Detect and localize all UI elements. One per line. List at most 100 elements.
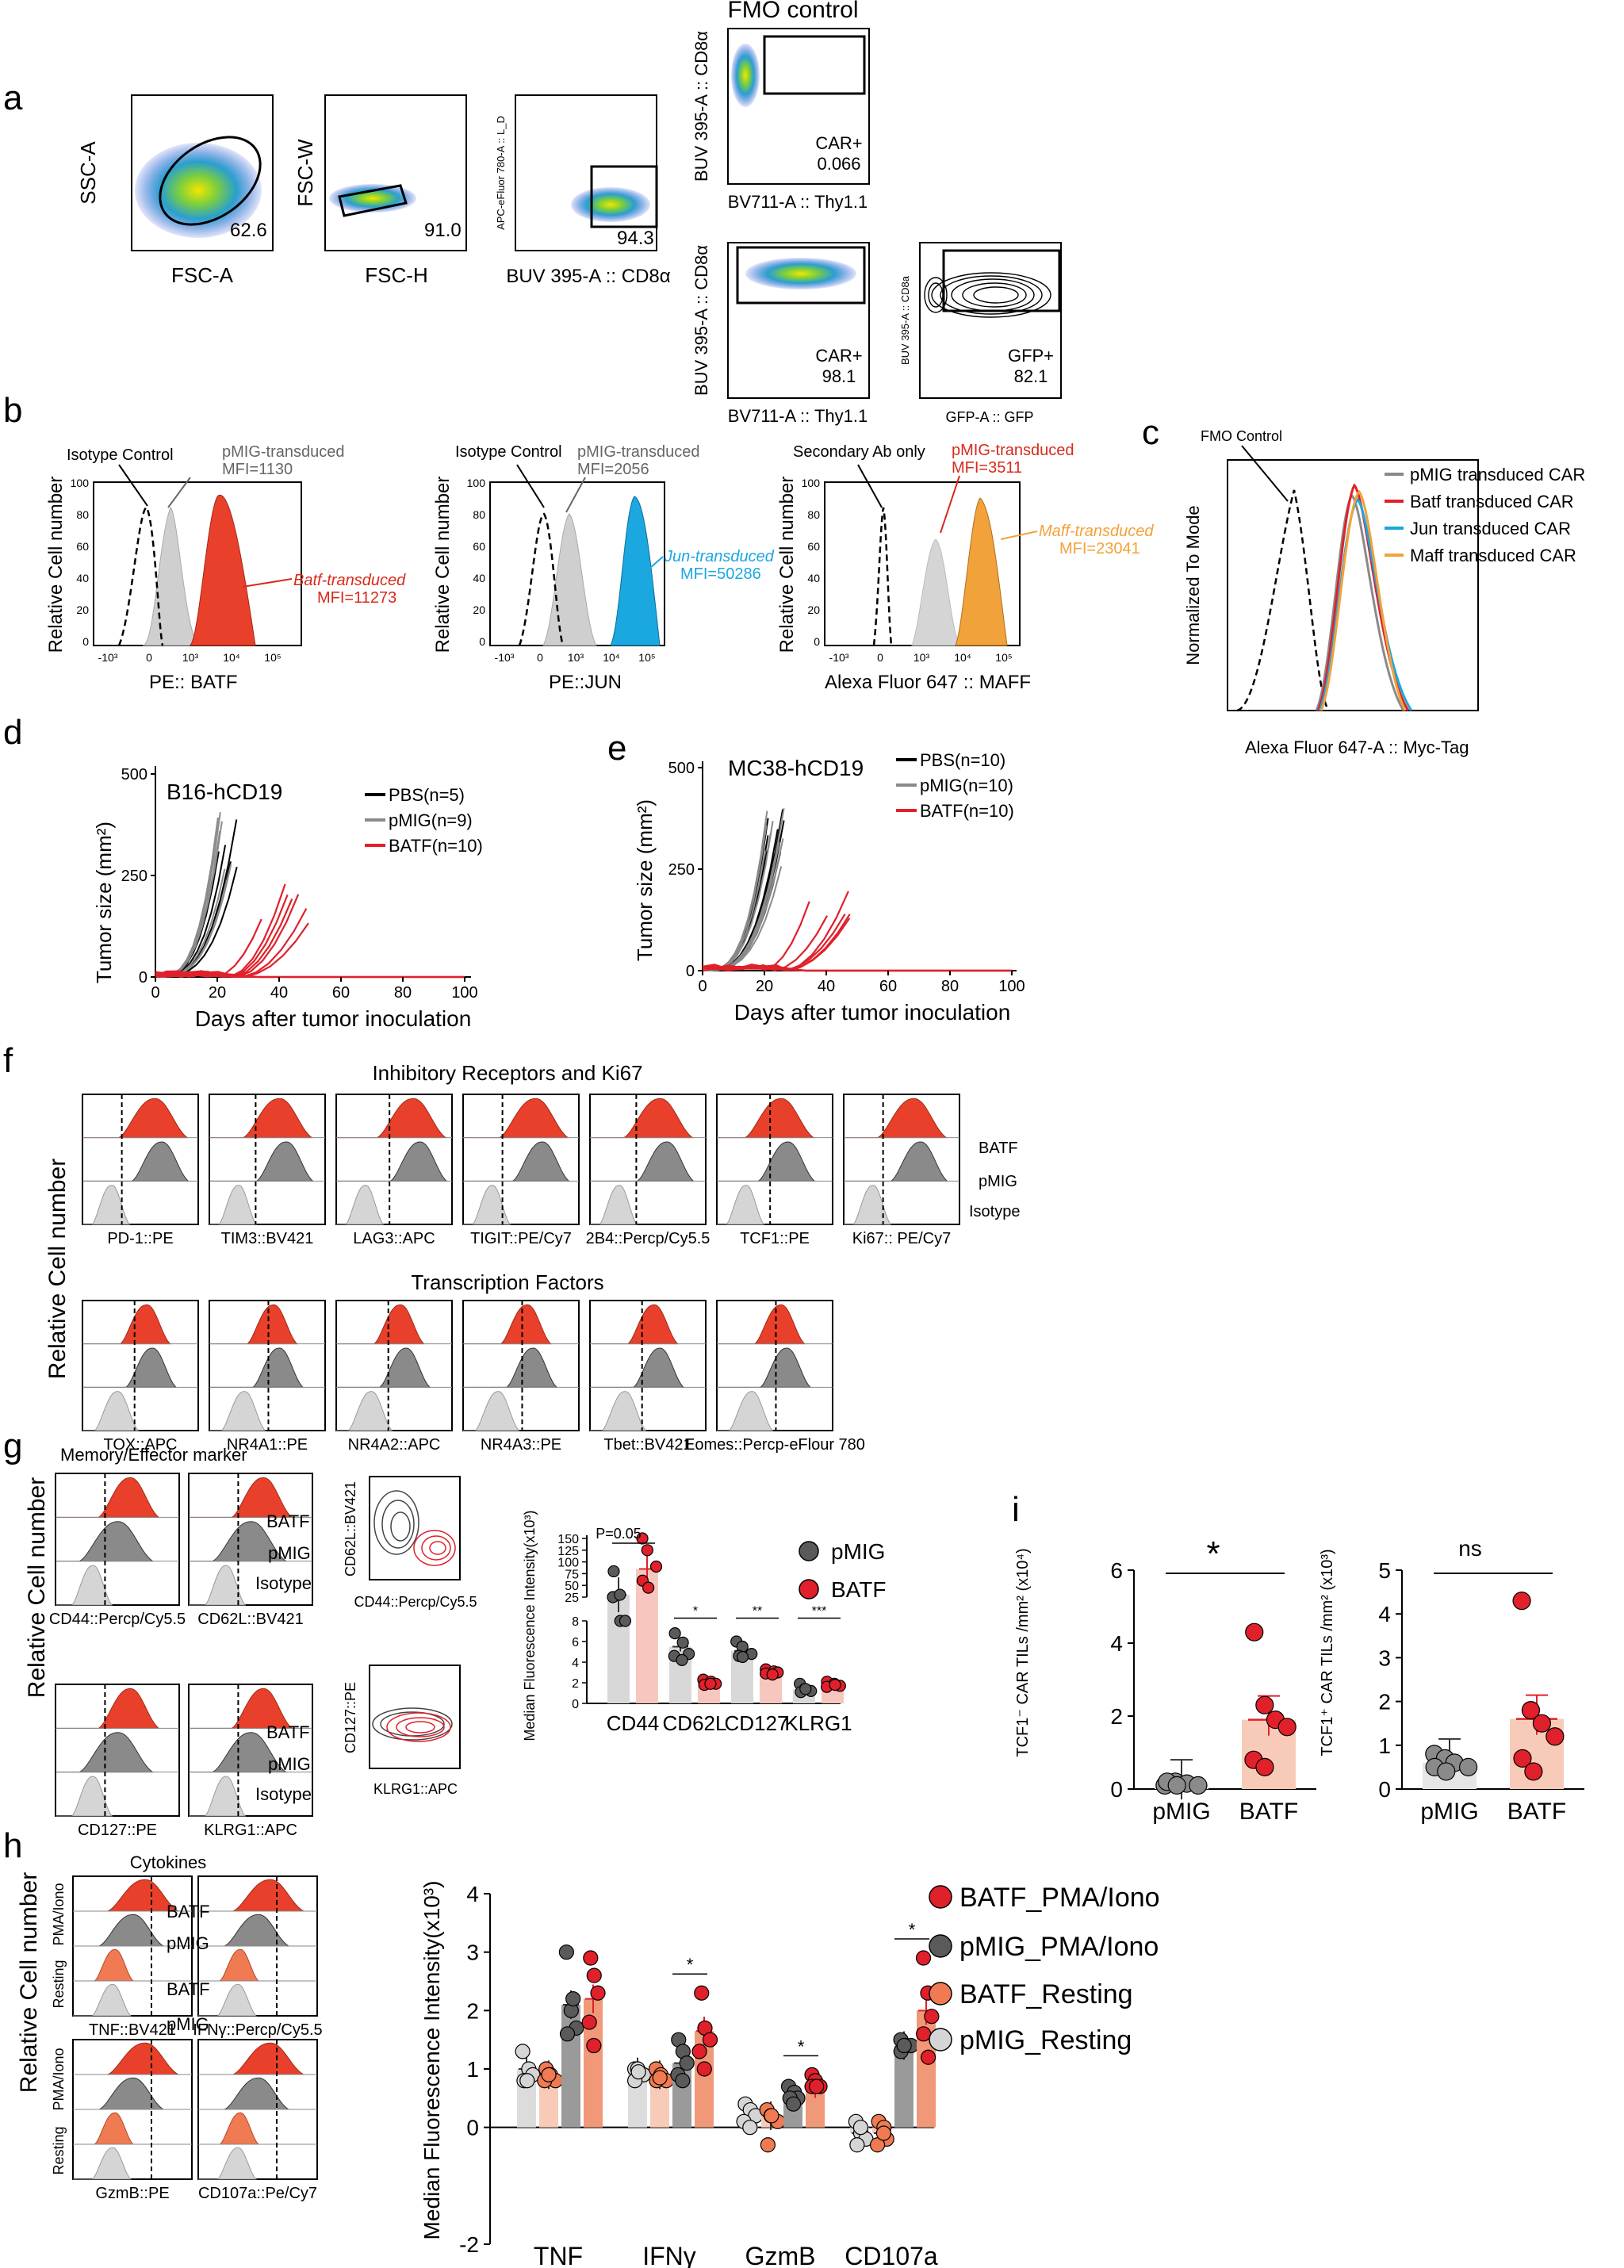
g-contour-1-frame (369, 1476, 461, 1580)
h-ytick: 3 (466, 1940, 479, 1965)
h-point (760, 2137, 776, 2153)
f-hist-5-hist-1 (717, 1141, 816, 1182)
c-legend: pMIG transduced CAR Batf transduced CAR … (1385, 465, 1585, 565)
flow-plot-5-ylabel: BUV 395-A :: CD8α (691, 245, 711, 396)
panel-g: Memory/Effector marker Relative Cell num… (24, 1445, 886, 1839)
g-point (766, 1668, 779, 1681)
f-ylabel: Relative Cell number (44, 1159, 71, 1379)
b2-xtick: 10⁵ (638, 651, 655, 664)
f-hist-4-hist-2 (590, 1185, 638, 1225)
c-fmo-label: FMO Control (1201, 428, 1282, 444)
h-hist-3-xlabel: CD107a::Pe/Cy7 (198, 2185, 317, 2202)
g-point (614, 1588, 626, 1601)
x-tick: 80 (941, 978, 959, 995)
f-hist-2-hist-0 (336, 1098, 447, 1139)
b1-xtick: 10³ (182, 651, 199, 664)
i-point (1167, 1776, 1186, 1795)
x-tick: 60 (879, 978, 897, 995)
flow-plot-2-frame (324, 94, 467, 251)
i-point (1513, 1749, 1532, 1768)
g-point (799, 1683, 812, 1695)
h-hist-1-xlabel: IFNγ::Percp/Cy5.5 (193, 2021, 322, 2039)
g-hist-1-hist-2 (189, 1565, 247, 1606)
panel-a: FMO control 62.6 SSC-A FSC-A 91.0 FSC-W … (76, 0, 1062, 426)
f2-hist-3-hist-2 (463, 1391, 520, 1431)
c-legend-pmig: pMIG transduced CAR (1410, 465, 1585, 485)
g-point (607, 1565, 620, 1578)
b1-ytick: 80 (76, 508, 89, 521)
g-hist-0-hist-2 (56, 1565, 113, 1606)
f-hist-1-hist-1 (209, 1141, 314, 1182)
g-row-pmig-1: pMIG (268, 1543, 311, 1563)
b1-xtick: 10⁵ (264, 651, 281, 664)
f-row-label-isotype: Isotype (969, 1203, 1020, 1220)
flow-plot-4-xlabel: BV711-A :: Thy1.1 (728, 192, 868, 212)
x-tick: 60 (332, 984, 350, 1002)
b3-xlabel: Alexa Fluor 647 :: MAFF (825, 672, 1031, 693)
e-ticks: 500 250 00 20 40 60 80 100 (668, 760, 1025, 995)
d-ylabel: Tumor size (mm²) (92, 822, 116, 983)
flow-plot-1-xlabel: FSC-A (171, 263, 234, 287)
b3-xtick: 0 (877, 651, 883, 664)
g-ytick: 8 (572, 1615, 579, 1629)
b3-ctrl-hist (872, 507, 893, 646)
y-tick: 250 (668, 861, 695, 879)
g-contour-1-ylabel: CD62L::BV421 (343, 1481, 358, 1576)
g-ytick: 0 (572, 1698, 579, 1711)
g-hist-2-hist-0 (56, 1688, 160, 1729)
b2-xtick: 10³ (568, 651, 584, 664)
g-row-isotype-2: Isotype (255, 1784, 312, 1804)
b3-pmig-mfi: MFI=3511 (952, 459, 1022, 477)
b3-maff-hist (955, 497, 1008, 646)
b2-tx-label: Jun-transduced (664, 548, 775, 565)
h-bar-chart: 4 3 2 1 0 -2 TNF IFNγ * GzmB * CD107a * (459, 1882, 940, 2268)
f2-hist-1-hist-2 (209, 1391, 266, 1431)
f2-hist-1-xlabel: NR4A1::PE (227, 1436, 308, 1454)
h-row-pmig-1: pMIG (167, 1933, 209, 1953)
c-maff-curve (1320, 489, 1407, 711)
flow-plot-5-value: 98.1 (822, 366, 856, 386)
h-cond-rest-2: Resting (51, 2126, 67, 2174)
g-sig: * (693, 1605, 698, 1619)
g-contour-2-ylabel: CD127::PE (343, 1682, 358, 1753)
x-tick: 80 (394, 984, 412, 1002)
h-sig: * (798, 2036, 805, 2056)
g-hist-2-hist-1 (56, 1732, 155, 1773)
g-point (668, 1627, 681, 1640)
b2-isotype-hist (518, 512, 565, 646)
x-tick: 20 (209, 984, 226, 1002)
f-hist-3-xlabel: TIGIT::PE/Cy7 (470, 1230, 572, 1247)
panel-letter-e: e (607, 729, 626, 768)
batf-curve (702, 914, 851, 971)
b1-tx-arrow (242, 578, 293, 588)
panel-letter-b: b (3, 391, 22, 430)
g-ytick: 150 (557, 1533, 579, 1546)
y-tick: 0 (139, 969, 147, 987)
e-curves (702, 808, 1012, 972)
f2-hist-5-hist-2 (717, 1391, 774, 1431)
f-hist-6-hist-0 (844, 1098, 948, 1139)
i-ytick: 0 (1110, 1777, 1123, 1802)
b1-xtick: 10⁴ (223, 651, 240, 664)
h-point (915, 1950, 932, 1966)
i-sig-2: ns (1458, 1536, 1482, 1561)
f-hist-6-hist-1 (844, 1141, 948, 1182)
b2-pmig-mfi: MFI=2056 (577, 461, 649, 478)
b1-pmig-mfi: MFI=1130 (222, 461, 293, 478)
i-ytick: 4 (1110, 1631, 1123, 1656)
g-legend-pmig: pMIG (831, 1539, 885, 1564)
panel-c: FMO Control Normalized To Mode Alexa Flu… (1183, 428, 1585, 757)
y-tick: 500 (121, 766, 147, 783)
g-ytick: 125 (557, 1545, 579, 1558)
flow-plot-5-gate (736, 246, 866, 305)
i-point (1437, 1762, 1456, 1781)
f-row-label-pmig: pMIG (979, 1173, 1017, 1190)
flow-plot-3-frame (515, 94, 657, 251)
h-point (849, 2137, 865, 2153)
i-category-label: BATF (1507, 1799, 1566, 1825)
e-legend: PBS(n=10) pMIG(n=10) BATF(n=10) (896, 750, 1014, 821)
h-hist-0-hist-3 (73, 1983, 132, 2017)
g-hist-1-hist-0 (189, 1477, 293, 1518)
d-legend-pmig: pMIG(n=9) (389, 810, 473, 830)
c-legend-batf: Batf transduced CAR (1410, 492, 1574, 511)
